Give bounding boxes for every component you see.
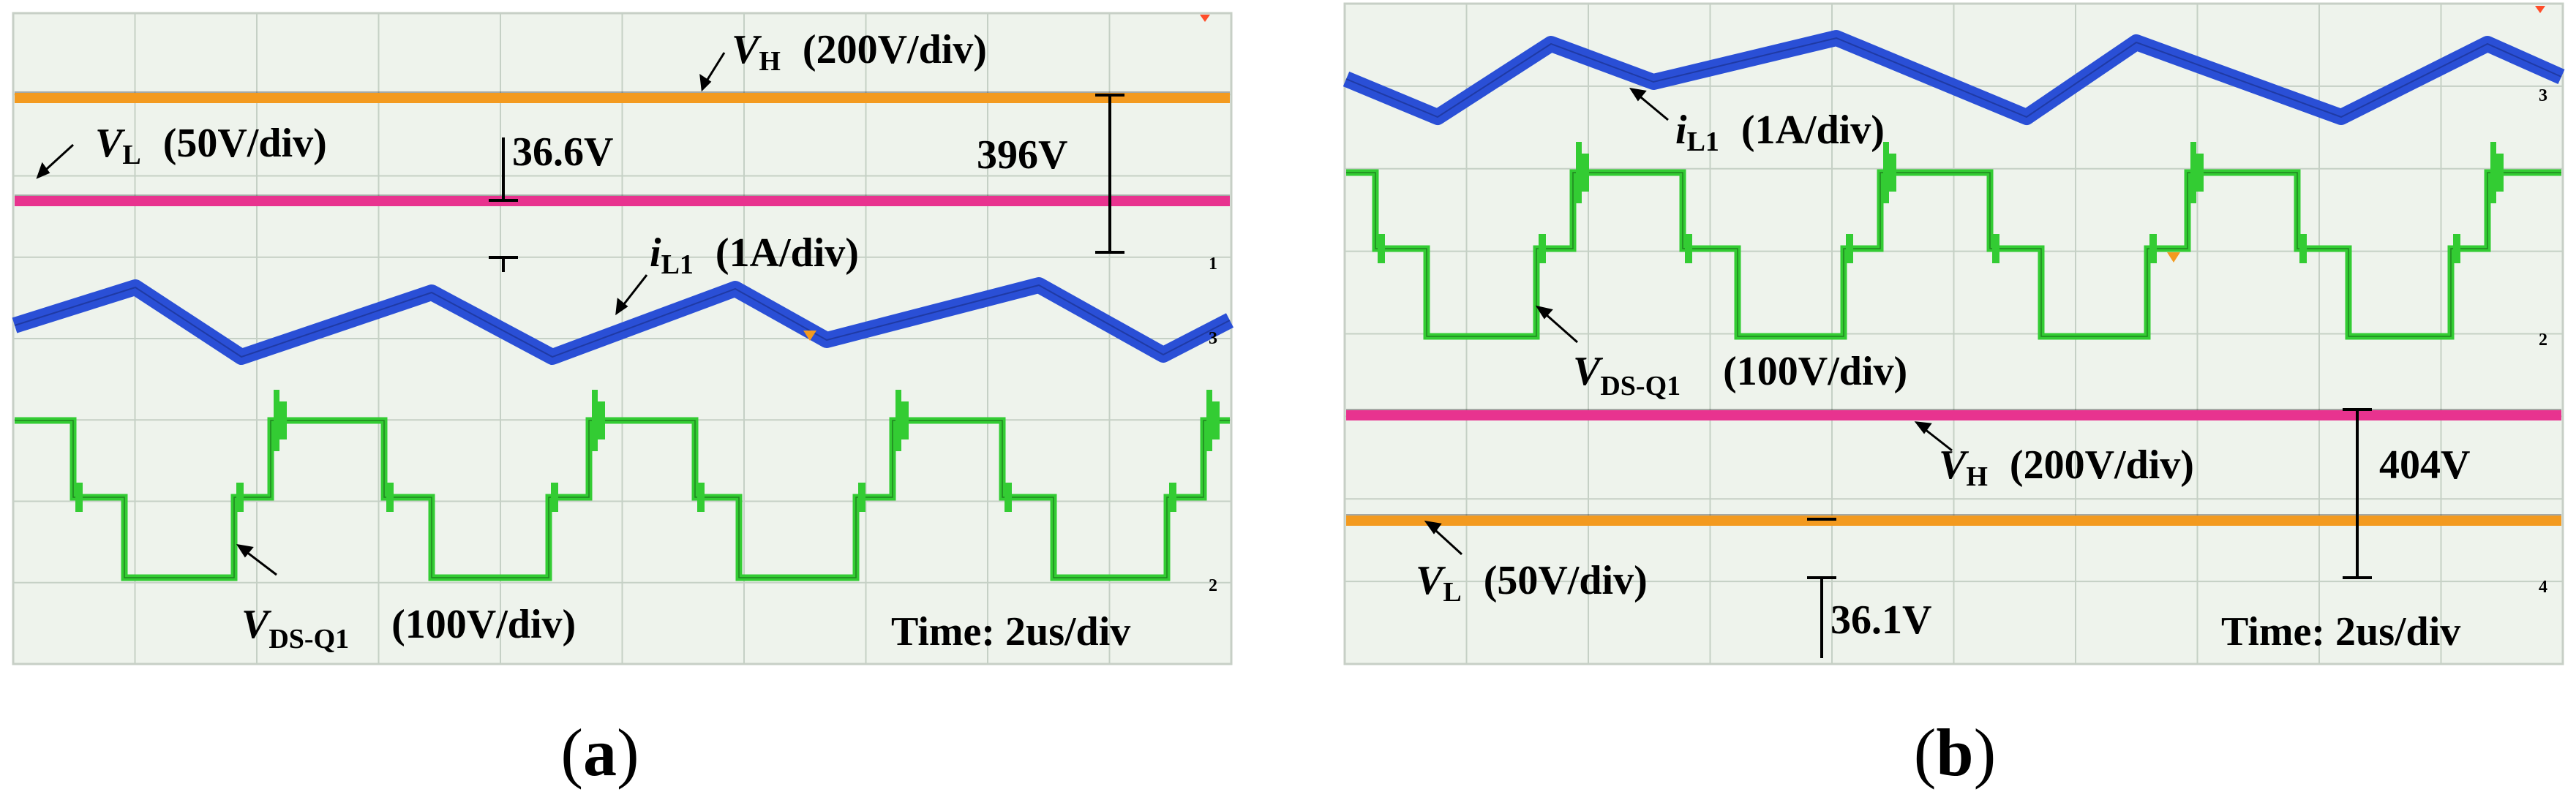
channel-marker-2: 2 (2539, 331, 2547, 350)
traces (12, 91, 1234, 581)
vh-label: VH (200V/div) (1939, 442, 2194, 492)
vds-trace-ringing (274, 390, 279, 451)
panel-caption: (a) (560, 715, 639, 790)
channel-number: 3 (1209, 329, 1217, 348)
vds-trace-ringing (1169, 483, 1176, 512)
vds-trace-ringing (598, 401, 605, 439)
vl-measure-cursor (489, 137, 518, 272)
leader-lines (36, 52, 726, 576)
vds-trace-ringing (1582, 154, 1589, 192)
vl-value: 36.6V (512, 129, 613, 175)
trigger-position-marker (2535, 6, 2545, 13)
vds-trace-noise (15, 420, 1230, 578)
vh-trace (15, 93, 1230, 103)
vds-trace-ringing (1846, 234, 1853, 263)
vds-trace-ringing (386, 483, 394, 512)
channel-marker-2: 2 (1209, 576, 1217, 595)
vds-trace-ringing (2149, 234, 2157, 263)
trigger-position-marker (1200, 15, 1210, 22)
vds-trace-ringing (1992, 234, 1999, 263)
vl-measure-cursor (1807, 518, 1836, 658)
il1-label: iL1 (1A/div) (650, 230, 859, 280)
vds-trace-ringing (1576, 142, 1582, 203)
channel-marker-4: 4 (2539, 578, 2547, 597)
vds-label: VDS-Q1 (100V/div) (1573, 349, 1907, 401)
vh-measure-cursor (1095, 94, 1124, 254)
vds-trace-ringing (858, 483, 865, 512)
channel-marker-1: 1 (1209, 254, 1217, 273)
panel-b: 3 2 4 iL1 (1A/div) VDS-Q1 (1343, 2, 2565, 790)
channel-marker-3: 3 (1209, 329, 1217, 348)
vds-label: VDS-Q1 (100V/div) (241, 602, 576, 654)
vds-trace-ringing (2490, 142, 2496, 203)
vds-trace-ringing (1539, 234, 1546, 263)
vds-trace-noise (1346, 172, 2561, 337)
vds-trace-ringing (1685, 234, 1692, 263)
vds-trace-ringing (895, 390, 901, 451)
vds-trace-ringing (1212, 401, 1220, 439)
channel-number: 2 (1209, 576, 1217, 595)
vds-trace-ringing (2453, 234, 2460, 263)
vds-trace-ringing (901, 401, 909, 439)
time-scale-label: Time: 2us/div (891, 609, 1130, 654)
channel-number: 2 (2539, 331, 2547, 350)
channel-marker-3: 3 (2539, 86, 2547, 105)
vds-trace-ringing (2196, 154, 2204, 192)
vds-trace-ringing (1005, 483, 1012, 512)
il1-label: iL1 (1A/div) (1675, 107, 1885, 157)
vds-trace-ringing (75, 483, 83, 512)
vl-label: VL (50V/div) (1416, 558, 1648, 608)
vl-value: 36.1V (1830, 597, 1931, 643)
vl-trace (1346, 516, 2561, 526)
vds-trace-ringing (1889, 154, 1896, 192)
vl-label: VL (50V/div) (95, 121, 327, 170)
panel-caption: (b) (1914, 715, 1996, 790)
vds-trace-ringing (2496, 154, 2504, 192)
channel-number: 1 (1209, 254, 1217, 273)
vh-value: 396V (977, 132, 1067, 178)
il1-trace-noise (14, 284, 1231, 358)
vds-trace-ringing (2190, 142, 2196, 203)
vds-trace-ringing (551, 483, 558, 512)
vds-trace-ringing (697, 483, 705, 512)
vds-trace-ringing (592, 390, 598, 451)
vds-trace-ringing (2299, 234, 2307, 263)
vds-trace-ringing (1883, 142, 1889, 203)
vl-trace (15, 196, 1230, 206)
vds-trace-ringing (236, 483, 244, 512)
time-scale-label: Time: 2us/div (2221, 609, 2460, 654)
trigger-level-marker (803, 331, 816, 341)
leader-lines (1424, 87, 1953, 556)
il1-trace (12, 277, 1234, 365)
trigger-level-marker (2167, 252, 2180, 263)
vh-trace (1346, 410, 2561, 420)
vds-trace-ringing (1378, 234, 1385, 263)
vds-trace-ringing (279, 401, 287, 439)
panel-a: 1 3 2 (12, 12, 1234, 790)
vds-trace-ringing (1206, 390, 1212, 451)
il1-trace (1343, 30, 2565, 125)
vh-measure-cursor (2343, 408, 2372, 579)
channel-number: 3 (2539, 86, 2547, 105)
vh-value: 404V (2379, 442, 2470, 488)
vh-label: VH (200V/div) (732, 27, 987, 77)
il1-trace-noise (1345, 37, 2562, 118)
channel-number: 4 (2539, 578, 2547, 597)
